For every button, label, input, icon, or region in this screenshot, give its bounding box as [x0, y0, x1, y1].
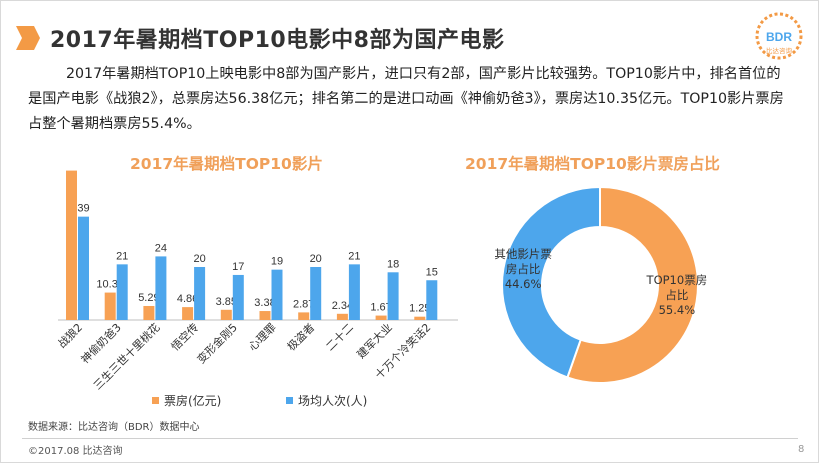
- bar-attendance: [194, 267, 206, 320]
- bar-attendance: [232, 274, 244, 320]
- bar-attendance: [310, 267, 322, 320]
- slice-top10: [566, 185, 699, 384]
- bar-box-office: [104, 292, 116, 320]
- bar-attendance: [348, 264, 360, 320]
- pie-chart-title: 2017年暑期档TOP10影片票房占比: [465, 155, 720, 173]
- data-label-box-office: 1.67: [370, 302, 391, 314]
- legend-attendance: 场均人次(人): [286, 392, 367, 409]
- bar-attendance: [155, 256, 167, 320]
- data-label-attendance: 15: [426, 266, 438, 278]
- category-label: 二十二: [323, 320, 356, 353]
- description-paragraph: 2017年暑期档TOP10上映电影中8部为国产影片，进口只有2部，国产影片比较强…: [28, 66, 784, 132]
- slice-others: [501, 185, 601, 379]
- category-label: 极盗者: [284, 320, 317, 353]
- slice-label: TOP10票房: [646, 273, 708, 287]
- bar-box-office: [414, 316, 426, 320]
- page-title: 2017年暑期档TOP10电影中8部为国产电影: [50, 28, 505, 53]
- bar-attendance: [426, 280, 438, 320]
- bar-attendance: [116, 264, 128, 320]
- data-label-attendance: 20: [193, 253, 205, 265]
- data-label-box-office: 5.29: [138, 292, 159, 304]
- data-label-attendance: 18: [387, 258, 399, 270]
- category-label: 战狼2: [55, 320, 85, 350]
- title-marker-icon: [12, 23, 42, 53]
- bar-box-office: [143, 305, 155, 320]
- category-label: 心理罪: [246, 321, 279, 354]
- legend-label-attendance: 场均人次(人): [298, 394, 368, 408]
- category-label: 三生三世十里桃花: [90, 320, 162, 390]
- data-label-attendance: 21: [116, 250, 128, 262]
- footer-divider: [22, 438, 798, 439]
- category-label: 变形金刚5: [194, 320, 240, 366]
- title-bar: 2017年暑期档TOP10电影中8部为国产电影: [12, 18, 505, 58]
- bar-box-office: [182, 307, 194, 320]
- bar-box-office: [375, 315, 387, 320]
- data-label-attendance: 24: [155, 242, 167, 254]
- data-label-box-office: 4.86: [177, 293, 198, 305]
- data-label-box-office: 2.87: [293, 298, 314, 310]
- legend-box-office: 票房(亿元): [152, 392, 221, 409]
- slice-label: 房占比: [506, 262, 541, 276]
- data-label-attendance: 20: [310, 253, 322, 265]
- logo-text: BDR: [766, 30, 792, 44]
- bar-attendance: [387, 272, 399, 320]
- bar-box-office: [298, 312, 310, 320]
- bar-box-office: [220, 309, 232, 320]
- data-label-box-office: 3.85: [216, 296, 237, 308]
- data-label-attendance: 39: [77, 203, 89, 215]
- bar-attendance: [78, 216, 89, 320]
- bdr-logo: BDR 比达咨询: [750, 8, 808, 66]
- data-label-attendance: 19: [271, 256, 283, 268]
- bar-chart: 56.3839战狼210.3521神偷奶爸35.2924三生三世十里桃花4.86…: [55, 170, 458, 390]
- category-label: 建军大业: [354, 320, 395, 361]
- bar-attendance: [271, 269, 283, 320]
- slice-label: 其他影片票: [494, 247, 552, 261]
- data-source: 数据来源：比达咨询（BDR）数据中心: [28, 422, 200, 433]
- logo-subtext: 比达咨询: [766, 46, 793, 55]
- slice-value-label: 55.4%: [659, 303, 696, 317]
- bar-box-office: [66, 170, 77, 320]
- data-label-box-office: 1.25: [409, 303, 430, 315]
- data-label-attendance: 21: [348, 250, 360, 262]
- slice-value-label: 44.6%: [505, 277, 542, 291]
- bar-chart-title: 2017年暑期档TOP10影片: [130, 155, 323, 173]
- legend-label-box-office: 票房(亿元): [164, 394, 222, 408]
- data-label-box-office: 3.38: [254, 297, 275, 309]
- data-label-attendance: 17: [232, 261, 244, 273]
- legend-swatch-attendance: [286, 397, 293, 404]
- bar-box-office: [259, 311, 271, 320]
- legend-swatch-box-office: [152, 397, 159, 404]
- slice-label: 占比: [665, 288, 688, 302]
- page-number: 8: [798, 444, 805, 455]
- copyright: ©2017.08 比达咨询: [28, 446, 123, 457]
- data-label-box-office: 2.34: [332, 300, 353, 312]
- bar-box-office: [336, 313, 348, 320]
- category-label: 悟空传: [168, 320, 201, 353]
